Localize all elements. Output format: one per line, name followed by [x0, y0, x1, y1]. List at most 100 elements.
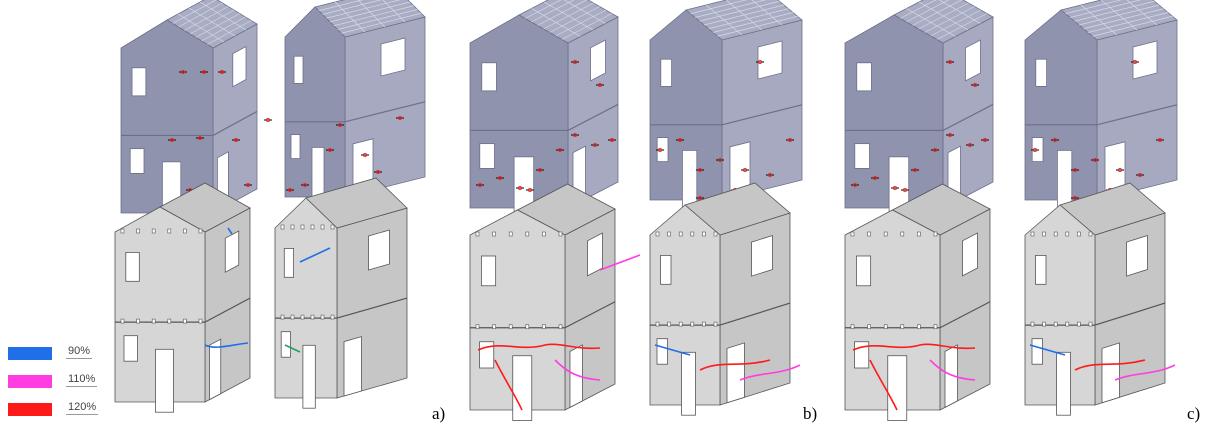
beam-notch — [492, 324, 496, 330]
roof-purlin — [1080, 4, 1118, 36]
beam-notch — [300, 224, 305, 230]
hinge-marker — [327, 147, 333, 153]
hinge-marker — [302, 182, 308, 188]
beam-notch — [1042, 321, 1046, 327]
beam-notch — [542, 231, 546, 237]
crack-line-110 — [599, 254, 641, 271]
lower-window — [1031, 338, 1043, 365]
hinge-marker — [362, 152, 368, 158]
crack-line-90 — [299, 247, 331, 263]
hinge-marker — [572, 132, 578, 138]
door-opening — [681, 351, 696, 416]
beam-notch — [713, 231, 718, 237]
upper-window — [856, 62, 872, 92]
crack-b-left — [469, 183, 641, 421]
upper-window — [660, 58, 672, 87]
beam-notch — [867, 324, 871, 330]
beam-notch — [300, 314, 305, 320]
beam-notch — [655, 231, 660, 237]
floor-line-side — [204, 297, 251, 323]
beam-notch — [136, 318, 140, 324]
hinge-marker — [1052, 137, 1058, 143]
beam-notch — [850, 324, 855, 330]
lower-window — [656, 338, 668, 365]
hinge-marker — [397, 115, 403, 121]
floor-line-side — [344, 101, 426, 123]
beam-notch — [1077, 231, 1081, 237]
door-opening — [155, 348, 174, 413]
beam-notch — [678, 231, 683, 237]
hinge-marker — [497, 175, 503, 181]
crack-line-120 — [699, 359, 771, 371]
beam-notch — [917, 231, 921, 237]
beam-notch — [883, 324, 888, 330]
hinge-marker — [902, 187, 908, 193]
roof-purlin — [563, 0, 606, 24]
beam-notch — [310, 314, 315, 320]
crack-line-120 — [852, 343, 976, 351]
hinge-marker — [477, 182, 483, 188]
hinge-marker — [852, 182, 858, 188]
hinge-marker — [197, 135, 203, 141]
hinge-marker — [757, 59, 763, 65]
crack-line-90 — [654, 344, 691, 356]
beam-notch — [198, 228, 203, 234]
upper-window — [480, 255, 497, 287]
side-door-opening — [343, 336, 362, 397]
floor-line-side — [1096, 104, 1178, 126]
crack-c-right — [1024, 182, 1176, 416]
crack-line-110 — [1114, 364, 1176, 381]
beam-notch — [330, 314, 335, 320]
model-b-left — [469, 0, 619, 219]
upper-window — [125, 251, 140, 282]
hinge-marker — [717, 157, 723, 163]
beam-notch — [1088, 321, 1093, 327]
beam-notch — [290, 224, 295, 230]
crack-a-left — [114, 182, 251, 413]
beam-notch — [183, 228, 187, 234]
side-window — [590, 39, 606, 82]
door-opening — [512, 355, 533, 421]
beam-notch — [198, 318, 203, 324]
beam-notch — [475, 231, 480, 237]
hinge-marker — [233, 137, 239, 143]
beam-notch — [508, 231, 513, 237]
hinge-marker — [1092, 157, 1098, 163]
beam-notch — [151, 318, 156, 324]
beam-notch — [492, 231, 496, 237]
lower-window — [129, 148, 145, 174]
hinge-marker — [657, 147, 663, 153]
beam-notch — [1053, 231, 1058, 237]
side-window — [751, 234, 773, 277]
roof-purlin — [1100, 0, 1138, 31]
beam-notch — [933, 324, 938, 330]
upper-window — [131, 67, 147, 97]
hinge-marker — [245, 182, 251, 188]
door-opening — [1056, 351, 1071, 416]
side-door-opening — [944, 344, 958, 409]
hinge-marker — [1032, 147, 1038, 153]
crack-line-120 — [1074, 359, 1146, 371]
side-window — [1132, 40, 1158, 80]
hinge-marker — [697, 195, 703, 201]
hinge-marker — [767, 172, 773, 178]
upper-window — [856, 255, 872, 287]
beam-notch — [120, 318, 125, 324]
floor-line-side — [564, 301, 616, 329]
upper-window — [660, 254, 672, 285]
beam-notch — [320, 224, 325, 230]
crack-line-90 — [227, 227, 233, 235]
beam-notch — [525, 324, 530, 330]
beam-notch — [320, 314, 325, 320]
beam-notch — [280, 224, 285, 230]
lower-window — [479, 143, 495, 169]
beam-notch — [1042, 231, 1046, 237]
crack-line-90 — [204, 342, 249, 348]
hinge-marker — [912, 167, 918, 173]
hinge-marker — [697, 167, 703, 173]
beam-notch — [120, 228, 125, 234]
model-b-right — [649, 0, 803, 210]
side-window — [224, 230, 240, 273]
beam-notch — [1088, 231, 1093, 237]
beam-notch — [690, 321, 695, 327]
